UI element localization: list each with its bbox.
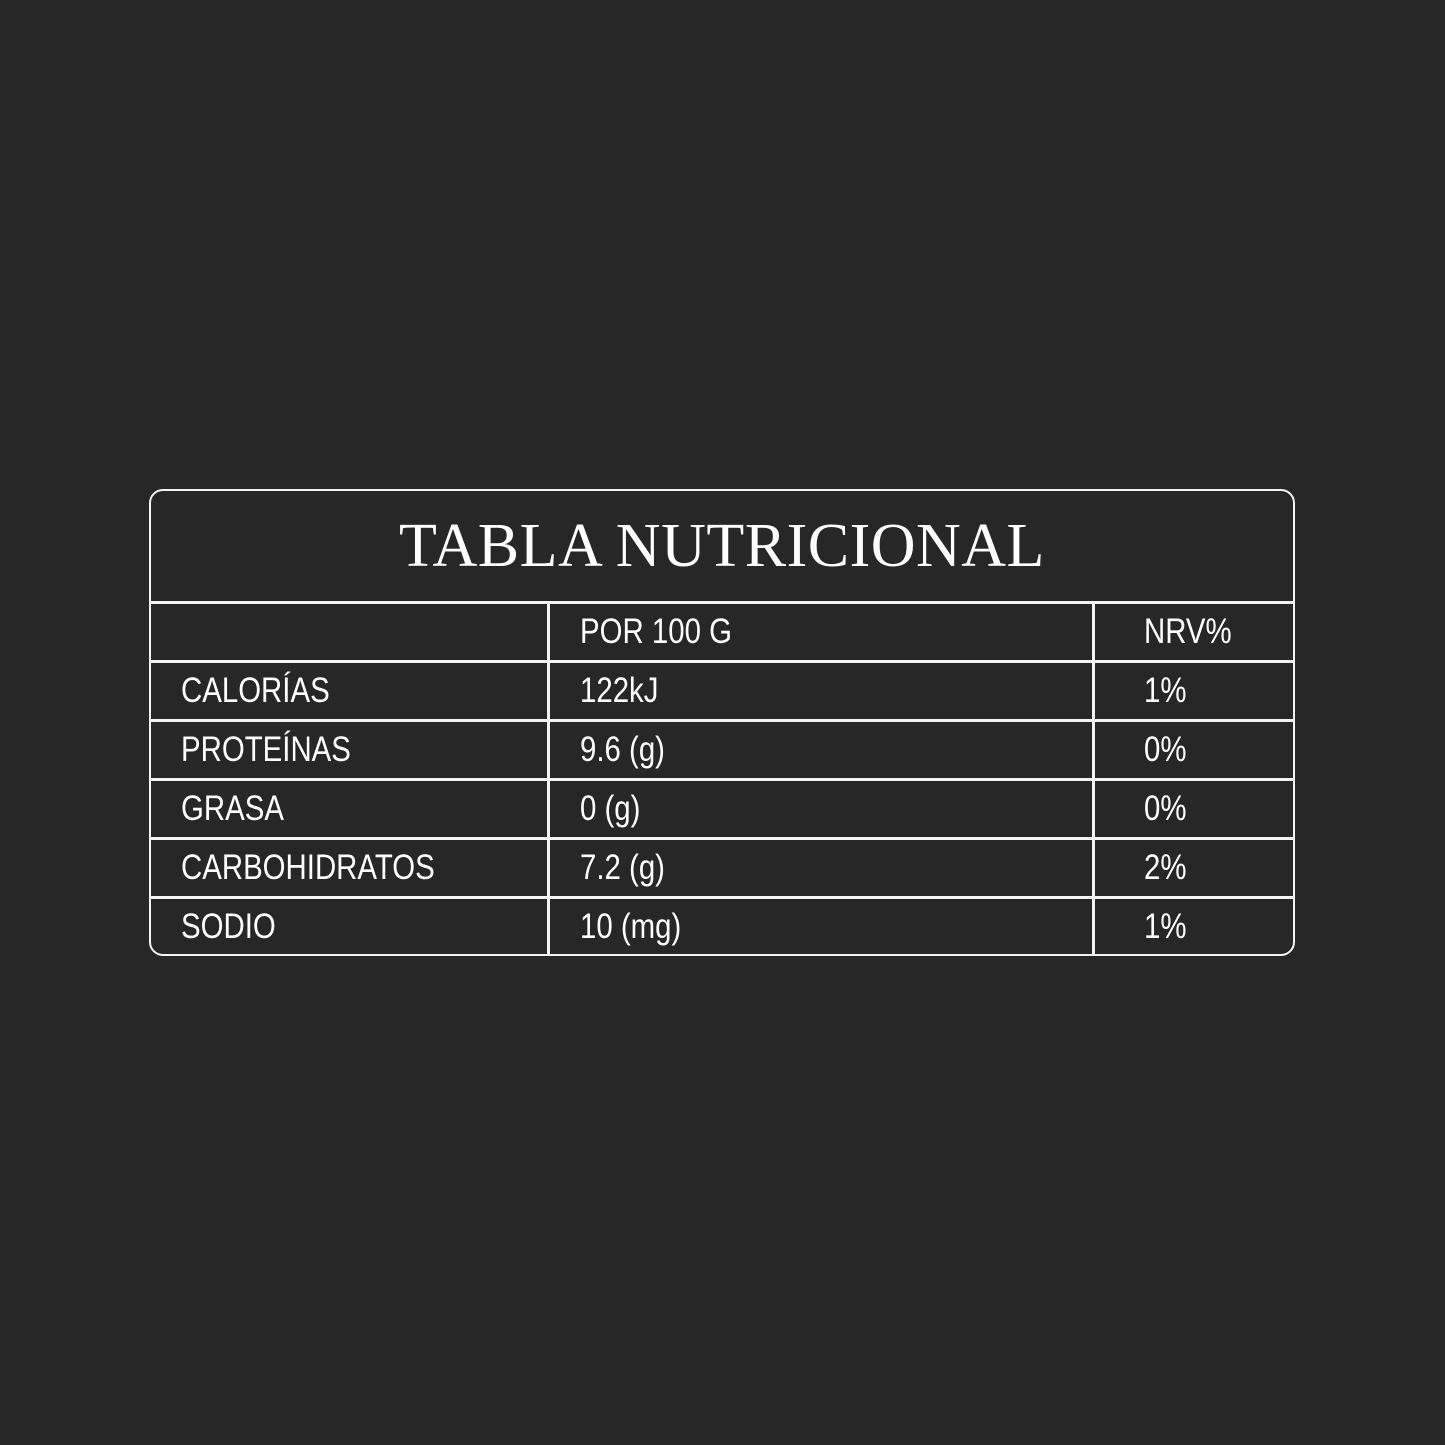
cell-text: 10 (mg) [580, 906, 682, 946]
amount-per-100g: 122kJ [580, 661, 673, 720]
table-title: TABLA NUTRICIONAL [399, 512, 1045, 580]
cell-text: NRV% [1144, 611, 1232, 651]
cell-text: GRASA [181, 788, 284, 828]
amount-per-100g: 9.6 (g) [580, 720, 681, 779]
row-divider [151, 660, 1293, 663]
cell-text: 122kJ [580, 670, 659, 710]
cell-text: 1% [1144, 670, 1187, 710]
amount-per-100g: 0 (g) [580, 779, 652, 838]
nrv-percent: 2% [1144, 838, 1195, 897]
header-cell: NRV% [1144, 602, 1248, 661]
row-divider [151, 778, 1293, 781]
nutrient-name: SODIO [181, 897, 294, 956]
cell-text: 0% [1144, 729, 1187, 769]
cell-text: CALORÍAS [181, 670, 330, 710]
nutrient-name: CARBOHIDRATOS [181, 838, 483, 897]
header-cell: POR 100 G [580, 602, 761, 661]
nutrient-name: GRASA [181, 779, 304, 838]
cell-text: SODIO [181, 906, 276, 946]
nutrient-name: PROTEÍNAS [181, 720, 383, 779]
cell-text: 1% [1144, 906, 1187, 946]
nrv-percent: 0% [1144, 720, 1195, 779]
cell-text: CARBOHIDRATOS [181, 847, 435, 887]
row-divider [151, 837, 1293, 840]
nrv-percent: 1% [1144, 661, 1195, 720]
nrv-percent: 0% [1144, 779, 1195, 838]
row-divider [151, 719, 1293, 722]
nrv-percent: 1% [1144, 897, 1195, 956]
column-divider [547, 602, 550, 954]
nutrient-name: CALORÍAS [181, 661, 358, 720]
column-divider [1092, 602, 1095, 954]
amount-per-100g: 10 (mg) [580, 897, 701, 956]
cell-text: 0% [1144, 788, 1187, 828]
cell-text: PROTEÍNAS [181, 729, 351, 769]
cell-text: 0 (g) [580, 788, 641, 828]
amount-per-100g: 7.2 (g) [580, 838, 681, 897]
row-divider [151, 896, 1293, 899]
cell-text: 7.2 (g) [580, 847, 665, 887]
nutrition-table: TABLA NUTRICIONAL POR 100 G NRV% CALORÍAS 1… [149, 489, 1295, 956]
row-divider [151, 601, 1293, 604]
cell-text: 9.6 (g) [580, 729, 665, 769]
cell-text: POR 100 G [580, 611, 732, 651]
cell-text: 2% [1144, 847, 1187, 887]
